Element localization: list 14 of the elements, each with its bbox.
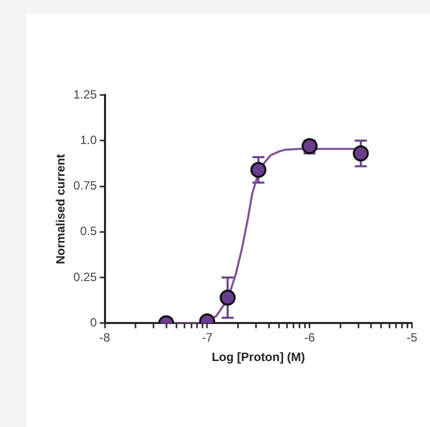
y-tick-label: 0.25 — [73, 270, 98, 284]
x-tick-label: -6 — [304, 330, 316, 345]
y-axis-title: Normalised current — [54, 154, 68, 264]
x-axis-title: Log [Proton] (M) — [212, 350, 306, 364]
x-tick-label: -8 — [99, 330, 110, 345]
x-tick-label: -5 — [406, 330, 418, 345]
y-tick-label: 1.0 — [80, 132, 98, 147]
point — [250, 162, 266, 178]
y-tick-label: 1.25 — [73, 87, 98, 102]
y-tick-label: 0 — [90, 316, 98, 330]
point — [352, 145, 369, 162]
y-tick-label: 0.75 — [73, 178, 98, 193]
x-tick-label: -7 — [202, 330, 213, 345]
y-tick-label: 0.5 — [80, 224, 98, 238]
